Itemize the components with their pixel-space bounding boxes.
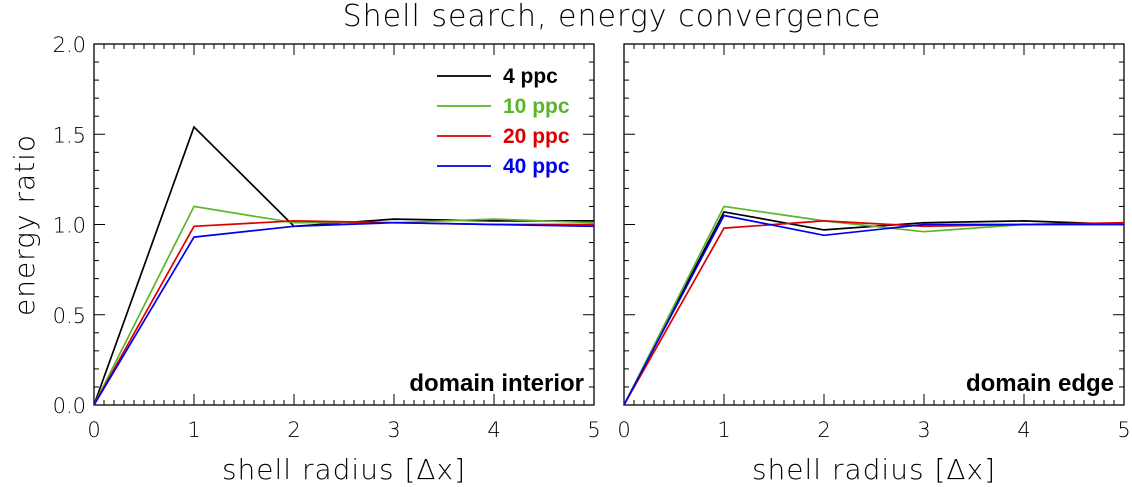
x-tick-label: 1 xyxy=(187,418,200,442)
y-tick-label: 1.5 xyxy=(53,123,86,147)
x-tick-label: 3 xyxy=(917,418,930,442)
panel-1: 0 1 2 3 4 5 0.0 0.5 1.0 1.5 2.0 domain interior 4 pp… xyxy=(53,33,601,442)
x-tick-label: 1 xyxy=(717,418,730,442)
y-axis-label: energy ratio xyxy=(8,134,41,316)
x-axis-label-left: shell radius [Δx] xyxy=(222,453,466,486)
chart-title: Shell search, energy convergence xyxy=(343,0,882,34)
x-axis-label-right: shell radius [Δx] xyxy=(752,453,996,486)
series-line-40-ppc xyxy=(93,221,595,406)
y-tick-label: 0.5 xyxy=(53,304,86,328)
x-tick-label: 3 xyxy=(387,418,400,442)
legend-label: 20 ppc xyxy=(503,125,570,148)
x-tick-label: 2 xyxy=(817,418,830,442)
y-tick-label: 1.0 xyxy=(53,214,86,238)
legend-label: 10 ppc xyxy=(503,95,570,118)
series-line-40-ppc xyxy=(623,214,1124,406)
x-tick-label: 2 xyxy=(287,418,300,442)
y-tick-label: 2.0 xyxy=(53,33,86,57)
x-tick-label: 4 xyxy=(487,418,500,442)
panel-annotation: domain interior xyxy=(409,370,584,397)
x-tick-label: 5 xyxy=(587,418,600,442)
legend-label: 40 ppc xyxy=(503,155,570,178)
x-tick-label: 5 xyxy=(1117,418,1130,442)
x-tick-label: 0 xyxy=(87,418,100,442)
x-tick-label: 4 xyxy=(1017,418,1030,442)
x-tick-label: 0 xyxy=(617,418,630,442)
legend-label: 4 ppc xyxy=(503,65,558,88)
y-tick-label: 0.0 xyxy=(53,394,86,418)
series-line-10-ppc xyxy=(93,205,595,406)
panel-annotation: domain edge xyxy=(966,370,1114,397)
